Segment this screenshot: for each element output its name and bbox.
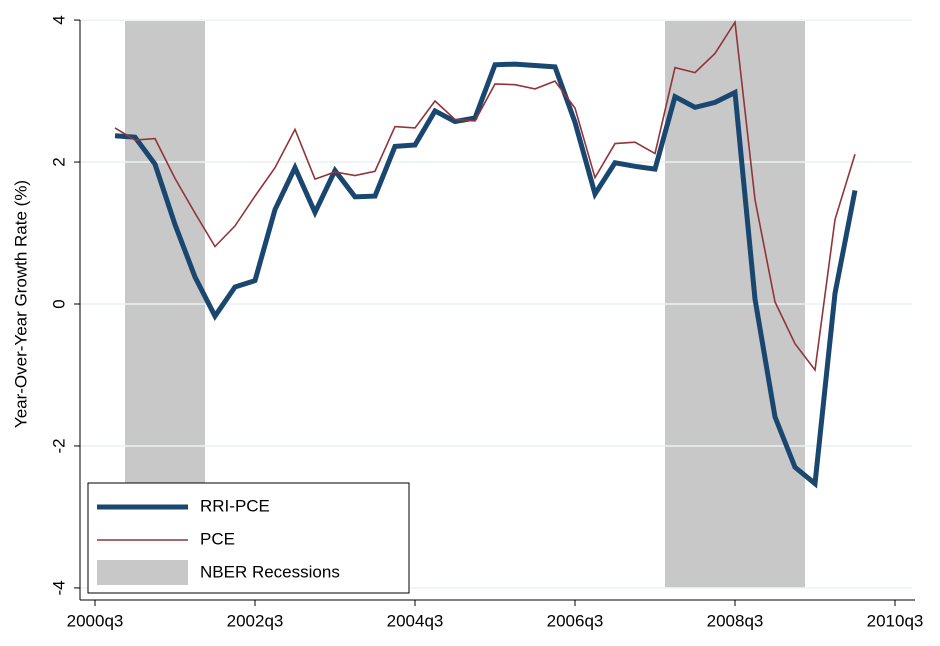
y-tick-label: 4 bbox=[49, 15, 68, 24]
legend-label: NBER Recessions bbox=[200, 562, 340, 581]
legend-swatch bbox=[97, 560, 188, 585]
y-tick-label: -4 bbox=[49, 580, 68, 595]
y-tick-label: 2 bbox=[49, 157, 68, 166]
legend-label: RRI-PCE bbox=[200, 496, 270, 515]
x-tick-label: 2006q3 bbox=[547, 611, 604, 630]
x-tick-label: 2004q3 bbox=[387, 611, 444, 630]
x-tick-label: 2000q3 bbox=[67, 611, 124, 630]
y-tick-label: -2 bbox=[49, 438, 68, 453]
x-tick-label: 2008q3 bbox=[707, 611, 764, 630]
y-axis-label: Year-Over-Year Growth Rate (%) bbox=[11, 180, 30, 428]
y-tick-label: 0 bbox=[49, 299, 68, 308]
legend-label: PCE bbox=[200, 529, 235, 548]
x-tick-label: 2002q3 bbox=[227, 611, 284, 630]
line-series bbox=[114, 19, 856, 373]
x-tick-label: 2010q3 bbox=[867, 611, 924, 630]
line-series bbox=[114, 61, 858, 489]
